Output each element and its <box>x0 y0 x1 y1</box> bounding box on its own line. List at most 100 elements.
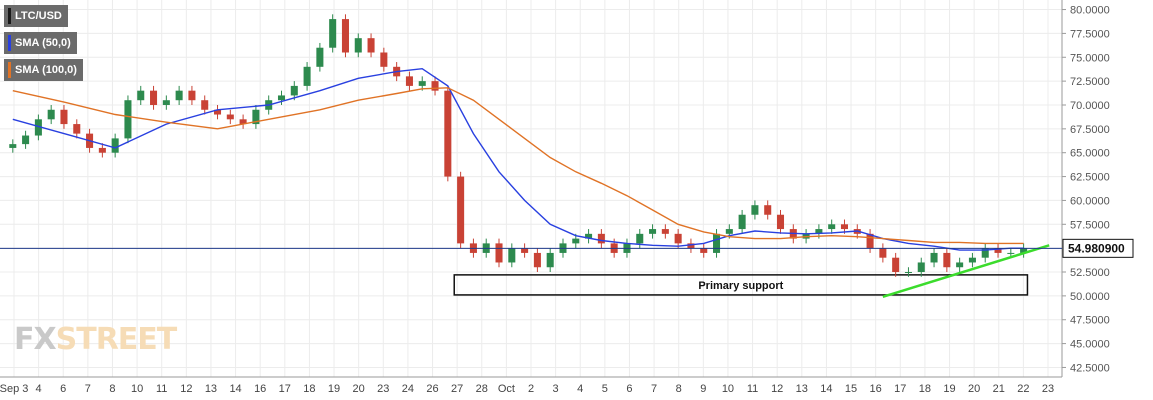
support-trendline <box>882 244 1050 299</box>
candle-body <box>495 243 503 263</box>
candle-body <box>917 262 925 273</box>
candle-body <box>981 248 989 258</box>
candle-body <box>674 233 682 244</box>
candle-body <box>47 109 55 120</box>
y-tick-label: 62.5000 <box>1070 172 1110 184</box>
candle-body <box>904 272 912 274</box>
x-tick-label: 23 <box>377 383 389 395</box>
x-tick-label: 11 <box>747 383 758 395</box>
x-tick-label: 17 <box>894 383 906 395</box>
y-tick-label: 47.5000 <box>1070 315 1110 327</box>
candle-body <box>22 135 30 145</box>
candle-body <box>968 257 976 263</box>
y-tick-label: 70.0000 <box>1070 100 1110 112</box>
candle-body <box>111 138 119 153</box>
candle-body <box>431 81 439 91</box>
candle-body <box>738 214 746 230</box>
candle-body <box>303 66 311 86</box>
x-tick-label: 11 <box>156 383 167 395</box>
y-tick-label: 67.5000 <box>1070 124 1110 136</box>
x-tick-label: 6 <box>60 383 66 395</box>
x-tick-label: 5 <box>602 383 608 395</box>
candle-body <box>162 100 170 105</box>
candle-body <box>316 47 324 67</box>
trendline-group <box>882 244 1050 299</box>
candle-body <box>137 90 145 101</box>
candle-body <box>9 144 17 148</box>
x-tick-label: 14 <box>229 383 241 395</box>
current-price-label: 54.980900 <box>1068 241 1125 255</box>
candle-body <box>840 224 849 230</box>
legend-swatch-sma100 <box>8 62 11 78</box>
x-tick-label: 17 <box>279 383 291 395</box>
current-price-tag <box>1062 238 1134 258</box>
legend-swatch-ltcusd <box>8 8 11 24</box>
x-tick-label: 9 <box>700 383 706 395</box>
candle-body <box>892 257 900 273</box>
candle-body <box>239 119 247 125</box>
candle-body <box>188 90 196 101</box>
x-tick-label: 6 <box>626 383 632 395</box>
candle-body <box>124 100 132 139</box>
x-tick-label: Oct <box>498 383 515 395</box>
candle-body <box>418 81 426 86</box>
x-tick-label: 19 <box>943 383 955 395</box>
candle-body <box>585 233 593 239</box>
candle-body <box>252 109 260 125</box>
candle-body <box>405 76 413 86</box>
x-tick-label: 22 <box>1017 383 1029 395</box>
candle-body <box>60 109 68 125</box>
x-tick-label: 4 <box>36 383 42 395</box>
fxstreet-watermark: FXSTREET <box>14 322 177 357</box>
candle-body <box>213 109 222 115</box>
axes: 42.500045.000047.500050.000052.500055.00… <box>0 0 1110 395</box>
candle-body <box>175 90 183 101</box>
y-tick-label: 75.0000 <box>1070 52 1110 64</box>
candle-body <box>828 224 836 230</box>
candle-body <box>277 95 286 101</box>
x-tick-label: 19 <box>328 383 340 395</box>
y-tick-label: 45.0000 <box>1070 339 1110 351</box>
y-tick-label: 77.5000 <box>1070 28 1110 40</box>
support-zone-box <box>453 274 1029 296</box>
x-tick-label: 10 <box>722 383 734 395</box>
x-tick-label: 28 <box>476 383 488 395</box>
x-tick-label: 3 <box>553 383 559 395</box>
x-tick-label: Sep 3 <box>0 383 28 395</box>
candle-body <box>34 119 42 136</box>
x-tick-label: 8 <box>676 383 682 395</box>
x-tick-label: 20 <box>968 383 980 395</box>
x-tick-label: 16 <box>254 383 266 395</box>
x-tick-label: 7 <box>85 383 91 395</box>
y-tick-label: 80.0000 <box>1070 5 1110 17</box>
x-tick-label: 24 <box>402 383 414 395</box>
x-tick-label: 21 <box>993 383 1005 395</box>
candle-body <box>98 147 106 153</box>
legend-sma100[interactable]: SMA (100,0) <box>4 59 83 81</box>
candle-body <box>572 238 580 244</box>
x-tick-label: 7 <box>651 383 657 395</box>
candle-body <box>380 52 388 67</box>
x-tick-label: 20 <box>353 383 365 395</box>
y-tick-label: 57.5000 <box>1070 219 1110 231</box>
candle-body <box>597 233 605 244</box>
candle-body <box>354 38 362 53</box>
candle-body <box>341 19 349 53</box>
x-tick-label: 18 <box>919 383 931 395</box>
x-tick-label: 15 <box>845 383 857 395</box>
legend-ltcusd[interactable]: LTC/USD <box>4 5 68 27</box>
candle-body <box>943 252 951 268</box>
candle-body <box>201 100 209 110</box>
candle-body <box>290 85 298 96</box>
candle-body <box>956 262 964 268</box>
x-tick-label: 16 <box>870 383 882 395</box>
candle-body <box>636 233 644 244</box>
candle-body <box>329 19 337 48</box>
y-tick-label: 52.5000 <box>1070 267 1110 279</box>
sma-100-line <box>12 87 1024 245</box>
x-tick-label: 14 <box>820 383 832 395</box>
legend-sma50[interactable]: SMA (50,0) <box>4 32 77 54</box>
candle-body <box>700 248 708 253</box>
